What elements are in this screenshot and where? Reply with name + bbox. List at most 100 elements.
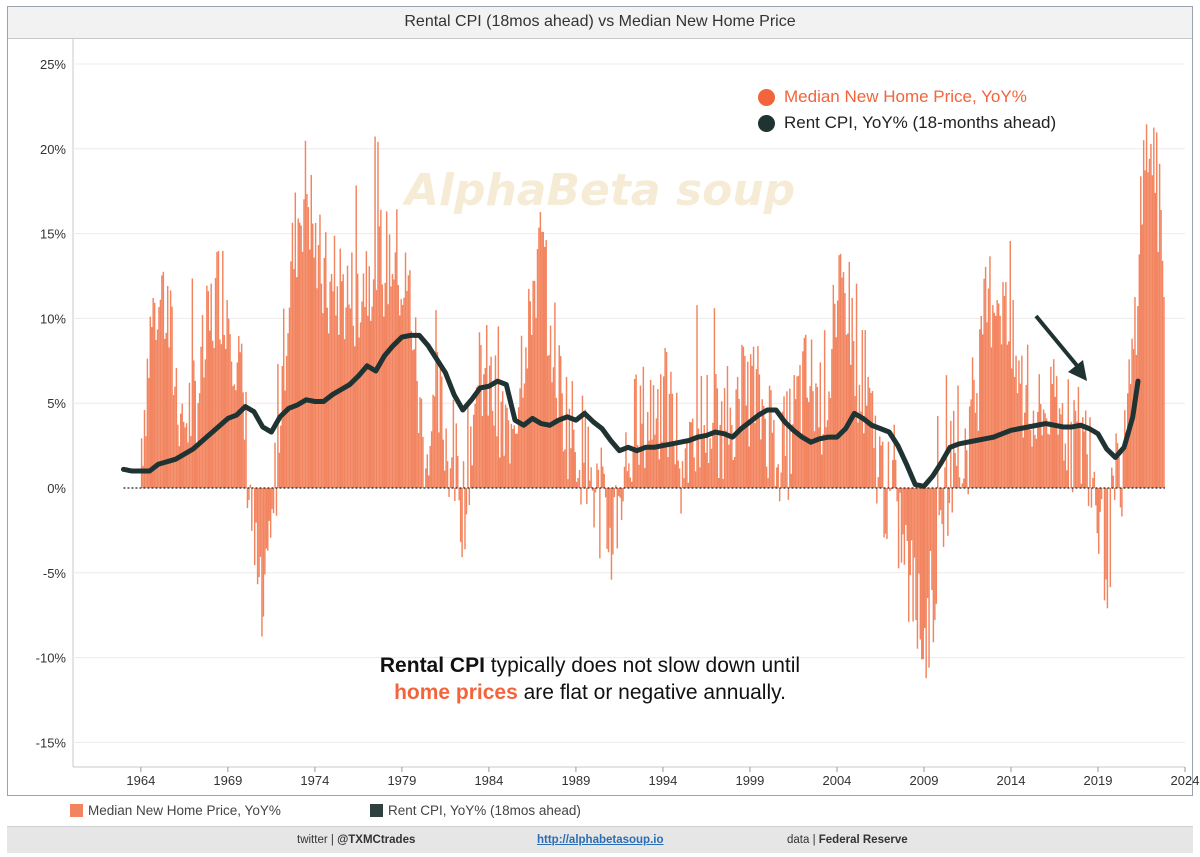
y-tick-label: -10% (36, 651, 67, 666)
bar (1063, 460, 1065, 488)
bar (575, 481, 578, 488)
bar (602, 466, 604, 488)
bar (1096, 488, 1098, 534)
bar (662, 376, 665, 488)
bar (346, 265, 349, 488)
bar (1077, 386, 1080, 488)
bar (874, 415, 877, 488)
bar (771, 432, 774, 488)
bar (928, 488, 930, 668)
bar (977, 430, 980, 488)
bar (799, 365, 801, 488)
bar (435, 310, 437, 488)
bar (142, 465, 144, 488)
bar (354, 346, 356, 488)
bar (172, 394, 175, 488)
legend-label-rent-cpi: Rent CPI, YoY% (18-months ahead) (784, 113, 1057, 132)
footer-data-label: data | (787, 834, 819, 846)
bar (1086, 454, 1088, 488)
bar (333, 235, 336, 488)
bar (378, 226, 381, 488)
bar (636, 445, 639, 488)
bar (258, 488, 260, 578)
bar (863, 433, 865, 488)
footer-site-link[interactable]: http://alphabetasoup.io (537, 834, 664, 846)
legend-item-rent-cpi[interactable]: Rent CPI, YoY% (18-months ahead) (758, 110, 1056, 136)
bar (841, 277, 843, 488)
bar (384, 282, 386, 488)
bar (594, 488, 597, 493)
bar (997, 303, 1000, 488)
bar (941, 488, 943, 525)
bar (425, 468, 427, 488)
bar (879, 436, 881, 488)
bottom-legend: Median New Home Price, YoY% Rent CPI, Yo… (70, 803, 581, 818)
bar (297, 218, 299, 489)
bar (789, 388, 791, 488)
bar (805, 334, 807, 488)
bar (990, 347, 993, 488)
orange-swatch-icon (70, 804, 83, 817)
bar (1061, 402, 1064, 488)
bar (691, 418, 694, 488)
bar (151, 327, 153, 488)
bar (1160, 210, 1162, 488)
bar (784, 455, 787, 488)
bar (213, 348, 215, 488)
bottom-legend-home-price[interactable]: Median New Home Price, YoY% (70, 803, 370, 818)
bar (448, 488, 450, 497)
bar (626, 471, 629, 488)
bar (1097, 488, 1100, 554)
bar (581, 395, 584, 488)
bar (561, 393, 563, 488)
bar (935, 488, 938, 604)
bar (239, 352, 241, 488)
bar (528, 288, 530, 488)
bar (549, 325, 552, 488)
bar (871, 391, 874, 488)
bar (877, 477, 880, 488)
x-tick-label: 2004 (822, 773, 851, 788)
bar (694, 471, 697, 488)
bar (1035, 438, 1038, 488)
bar (330, 273, 333, 488)
bar (222, 250, 224, 488)
bar (475, 387, 478, 488)
bar (319, 214, 321, 488)
bar (783, 396, 785, 488)
chart-title: Rental CPI (18mos ahead) vs Median New H… (8, 7, 1192, 39)
legend-item-home-price[interactable]: Median New Home Price, YoY% (758, 84, 1056, 110)
twitter-handle[interactable]: @TXMCtrades (337, 834, 416, 846)
bar (220, 344, 223, 488)
bar (751, 365, 753, 488)
bar (471, 465, 473, 488)
bottom-legend-rent-cpi[interactable]: Rent CPI, YoY% (18mos ahead) (370, 803, 581, 818)
bar (897, 488, 900, 569)
bar (599, 488, 601, 559)
bar (452, 399, 455, 488)
bar (554, 302, 556, 488)
bar (1105, 488, 1107, 580)
x-tick-label: 1999 (735, 773, 764, 788)
bar (526, 368, 529, 488)
bar (519, 388, 521, 488)
bar (229, 334, 231, 488)
bar (364, 306, 366, 488)
bar (165, 332, 167, 488)
bar (438, 432, 440, 488)
bar (1106, 488, 1109, 609)
bar (329, 281, 331, 488)
bar (429, 445, 431, 488)
bar (619, 488, 621, 498)
bar (484, 367, 487, 488)
orange-dot-icon (758, 88, 775, 106)
bar (367, 315, 369, 488)
bottom-legend-home-label: Median New Home Price, YoY% (88, 803, 281, 818)
bar (938, 488, 940, 516)
bar (699, 467, 701, 488)
bar (886, 488, 888, 539)
bar (1029, 429, 1032, 488)
bar (765, 466, 768, 488)
bar (713, 308, 716, 488)
bar (316, 288, 318, 488)
